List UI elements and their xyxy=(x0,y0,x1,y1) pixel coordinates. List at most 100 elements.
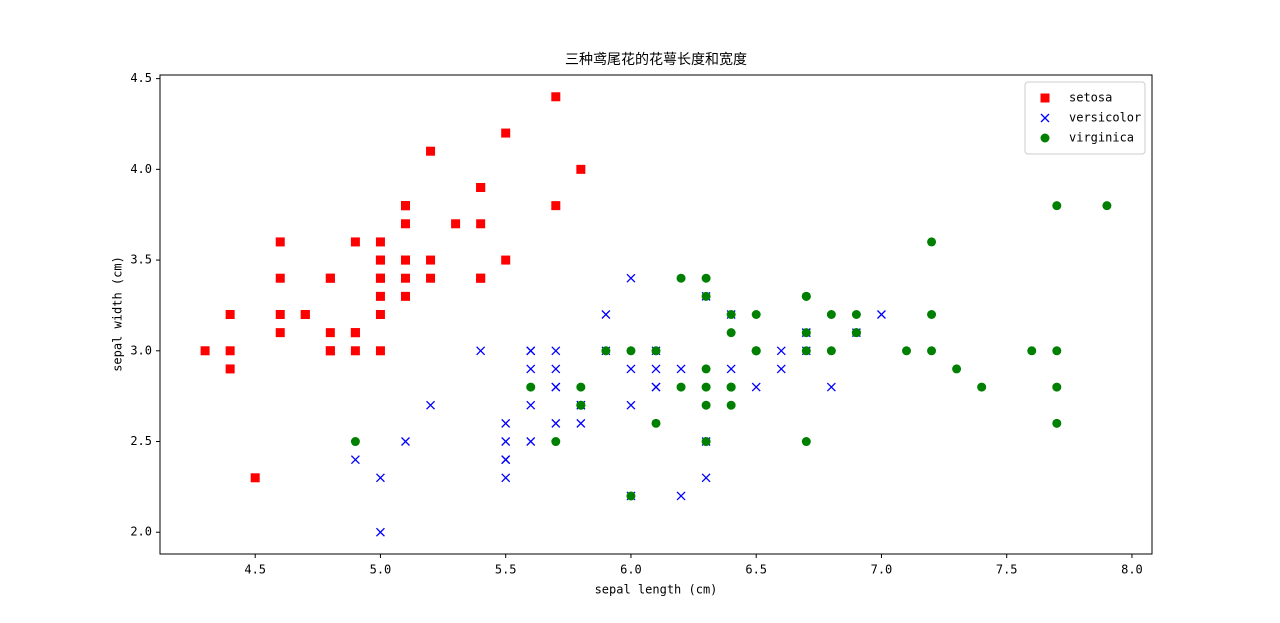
point xyxy=(751,382,761,392)
point xyxy=(601,310,611,319)
point xyxy=(701,382,711,392)
point xyxy=(601,346,611,356)
x-axis-label: sepal length (cm) xyxy=(595,583,718,597)
point xyxy=(551,437,561,447)
point xyxy=(676,273,686,283)
point xyxy=(551,346,561,356)
point xyxy=(676,382,686,392)
point xyxy=(626,273,636,283)
x-tick-label: 5.5 xyxy=(495,563,517,577)
point xyxy=(701,364,711,374)
point xyxy=(476,346,486,356)
point xyxy=(851,328,861,338)
point xyxy=(451,219,461,229)
point xyxy=(701,291,711,301)
point xyxy=(426,400,436,410)
legend-marker xyxy=(1040,93,1050,103)
point xyxy=(801,291,811,301)
point xyxy=(225,310,235,319)
point xyxy=(1052,346,1062,356)
point xyxy=(651,418,661,428)
point xyxy=(325,273,335,283)
point xyxy=(275,237,285,247)
point xyxy=(726,310,736,319)
point xyxy=(501,128,511,138)
point xyxy=(375,273,385,283)
y-tick-label: 2.0 xyxy=(130,525,152,539)
point xyxy=(350,237,360,247)
legend-box xyxy=(1024,81,1146,155)
plot-frame xyxy=(159,74,1153,555)
point xyxy=(826,310,836,319)
point xyxy=(576,164,586,174)
point xyxy=(426,255,436,265)
x-tick-label: 5.0 xyxy=(370,563,392,577)
point xyxy=(1027,346,1037,356)
point xyxy=(876,310,886,319)
point xyxy=(526,364,536,374)
x-tick-label: 7.0 xyxy=(871,563,893,577)
x-tick-label: 6.0 xyxy=(620,563,642,577)
point xyxy=(400,219,410,229)
point xyxy=(826,382,836,392)
point xyxy=(651,364,661,374)
legend-label: versicolor xyxy=(1069,111,1141,125)
point xyxy=(350,328,360,338)
y-tick-label: 4.5 xyxy=(130,71,152,85)
point xyxy=(701,473,711,483)
y-tick-label: 3.0 xyxy=(130,343,152,357)
point xyxy=(350,437,360,447)
point xyxy=(375,527,385,537)
legend-label: setosa xyxy=(1069,91,1112,105)
point xyxy=(726,382,736,392)
point xyxy=(576,418,586,428)
point xyxy=(626,364,636,374)
point xyxy=(325,346,335,356)
point xyxy=(801,437,811,447)
point xyxy=(851,310,861,319)
point xyxy=(375,346,385,356)
y-axis-label: sepal width (cm) xyxy=(111,256,125,372)
point xyxy=(526,382,536,392)
point xyxy=(501,437,511,446)
point xyxy=(701,437,711,447)
point xyxy=(426,273,436,283)
x-tick-label: 4.5 xyxy=(244,563,266,577)
point xyxy=(551,418,561,428)
point xyxy=(726,328,736,338)
point xyxy=(501,473,511,483)
point xyxy=(375,255,385,265)
y-tick-label: 3.5 xyxy=(130,253,152,267)
point xyxy=(726,364,736,374)
chart-title: 三种鸢尾花的花萼长度和宽度 xyxy=(565,51,747,68)
point xyxy=(1052,382,1062,392)
point xyxy=(350,455,360,465)
point xyxy=(400,201,410,211)
point xyxy=(526,346,536,356)
point xyxy=(676,491,686,501)
legend-marker xyxy=(1040,133,1050,143)
point xyxy=(225,364,235,374)
point xyxy=(375,291,385,301)
point xyxy=(300,310,310,319)
point xyxy=(726,400,736,410)
point xyxy=(476,219,486,229)
point xyxy=(250,473,260,483)
y-tick-label: 2.5 xyxy=(130,434,152,448)
point xyxy=(927,237,937,247)
point xyxy=(400,273,410,283)
point xyxy=(501,255,511,265)
point xyxy=(426,146,436,156)
point xyxy=(526,400,536,410)
point xyxy=(801,346,811,356)
x-tick-label: 8.0 xyxy=(1121,563,1143,577)
x-tick-label: 6.5 xyxy=(745,563,767,577)
point xyxy=(275,310,285,319)
point xyxy=(1052,201,1062,211)
point xyxy=(551,382,561,392)
point xyxy=(902,346,912,356)
point xyxy=(651,382,661,392)
point xyxy=(576,382,586,392)
point xyxy=(501,455,511,465)
